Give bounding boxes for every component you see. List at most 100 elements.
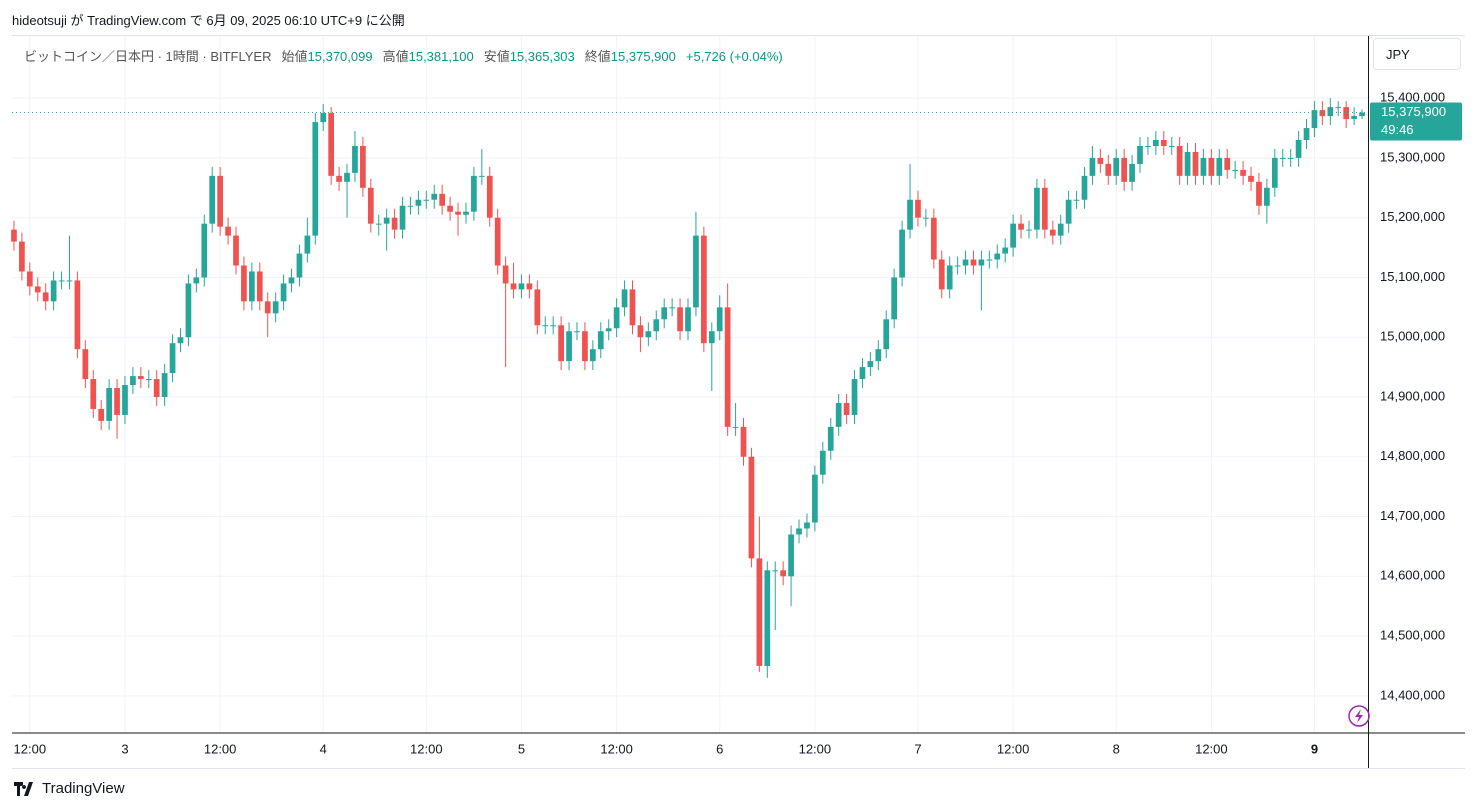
- candle-body: [1010, 223, 1016, 248]
- candle-body: [328, 113, 335, 176]
- candle-body: [1160, 139, 1167, 146]
- candle-body: [1240, 169, 1246, 176]
- ohlc-value: 15,370,099: [307, 49, 373, 64]
- candle-body: [1279, 157, 1286, 159]
- candle-body: [336, 175, 342, 182]
- candle-body: [756, 558, 763, 666]
- ohlc-value: 15,381,100: [408, 49, 474, 64]
- ohlc-label: 安値: [483, 49, 510, 64]
- x-tick-label: 12:00: [204, 741, 237, 756]
- y-tick-label: 15,100,000: [1380, 269, 1445, 284]
- candle-body: [447, 205, 453, 212]
- candle-body: [58, 280, 65, 282]
- candle-body: [280, 283, 287, 302]
- candle-body: [653, 319, 660, 332]
- candle-body: [518, 283, 525, 290]
- candle-body: [1089, 157, 1096, 176]
- candle-body: [534, 289, 541, 326]
- candle-body: [1081, 175, 1088, 200]
- candle-body: [574, 331, 580, 333]
- y-tick-label: 14,800,000: [1380, 448, 1445, 463]
- candle-body: [835, 402, 842, 427]
- x-tick-label: 12:00: [14, 741, 47, 756]
- candle-body: [1351, 116, 1357, 120]
- candle-body: [677, 307, 683, 332]
- candle-body: [320, 113, 327, 123]
- y-tick-label: 14,700,000: [1380, 508, 1445, 523]
- candle-body: [748, 456, 755, 559]
- candle-body: [1129, 163, 1135, 182]
- candle-body: [1097, 157, 1104, 164]
- y-tick-label: 15,000,000: [1380, 329, 1445, 344]
- candle-body: [288, 277, 295, 284]
- last-price-label: 15,375,900: [1381, 104, 1446, 119]
- candle-body: [1319, 110, 1326, 117]
- candle-body: [986, 259, 993, 261]
- candle-body: [42, 292, 49, 302]
- y-tick-label: 14,900,000: [1380, 388, 1445, 403]
- candle-body: [597, 331, 604, 350]
- candle-body: [1113, 157, 1120, 176]
- candle-body: [471, 175, 477, 212]
- ohlc-label: 終値: [584, 49, 611, 64]
- candle-body: [201, 223, 208, 278]
- candle-body: [1295, 139, 1302, 158]
- candle-body: [114, 388, 120, 415]
- candle-body: [1049, 229, 1056, 236]
- candle-body: [360, 145, 366, 188]
- candle-body: [1065, 199, 1072, 224]
- candle-body: [1327, 107, 1334, 117]
- ohlc-legend: ビットコイン／日本円 · 1時間 · BITFLYER 始値15,370,099 高…: [24, 46, 793, 65]
- ohlc-value: 15,365,303: [509, 49, 575, 64]
- y-tick-label: 14,600,000: [1380, 568, 1445, 583]
- candle-body: [788, 534, 794, 577]
- candle-body: [1224, 157, 1231, 170]
- ohlc-label: 始値: [281, 49, 308, 64]
- candle-body: [130, 376, 136, 386]
- candle-body: [1073, 199, 1080, 201]
- y-tick-label: 14,500,000: [1380, 627, 1445, 642]
- x-tick-label: 12:00: [1195, 741, 1228, 756]
- candle-body: [344, 172, 350, 182]
- logo: [14, 781, 33, 796]
- candle-body: [605, 328, 612, 332]
- x-tick-label: 6: [716, 741, 723, 756]
- candle-body: [423, 199, 430, 201]
- candle-body: [566, 331, 572, 362]
- x-tick-label: 12:00: [600, 741, 633, 756]
- candle-body: [1105, 163, 1112, 176]
- candle-body: [938, 259, 945, 290]
- candle-body: [1153, 139, 1159, 146]
- candle-body: [225, 226, 231, 236]
- candle-body: [249, 271, 255, 302]
- candle-body: [1264, 187, 1270, 206]
- brand: TradingView: [42, 780, 125, 797]
- ohlc-label: 高値: [382, 49, 409, 64]
- candle-body: [1192, 151, 1199, 176]
- y-tick-label: 14,400,000: [1380, 687, 1445, 702]
- candle-body: [740, 426, 747, 457]
- x-tick-label: 12:00: [799, 741, 832, 756]
- candle-body: [209, 175, 216, 224]
- candle-body: [177, 337, 184, 344]
- candle-body: [764, 570, 771, 666]
- candle-body: [693, 235, 699, 308]
- grid: [12, 36, 1368, 733]
- candle-body: [804, 522, 810, 529]
- candle-body: [558, 325, 564, 362]
- candle-body: [478, 175, 485, 177]
- candle-body: [1287, 157, 1294, 159]
- currency-button[interactable]: JPY: [1373, 38, 1461, 70]
- candle-body: [66, 280, 73, 282]
- candle-body: [296, 253, 303, 278]
- candle-body: [812, 474, 818, 523]
- candle-body: [708, 331, 715, 344]
- candle-body: [1303, 128, 1310, 140]
- y-tick-label: 15,300,000: [1380, 149, 1445, 164]
- candle-body: [851, 379, 858, 415]
- countdown: 49:46: [1381, 122, 1414, 137]
- alert-icon[interactable]: [1348, 705, 1370, 727]
- candle-body: [1271, 157, 1278, 188]
- candle-body: [19, 241, 25, 272]
- candle-body: [463, 211, 469, 215]
